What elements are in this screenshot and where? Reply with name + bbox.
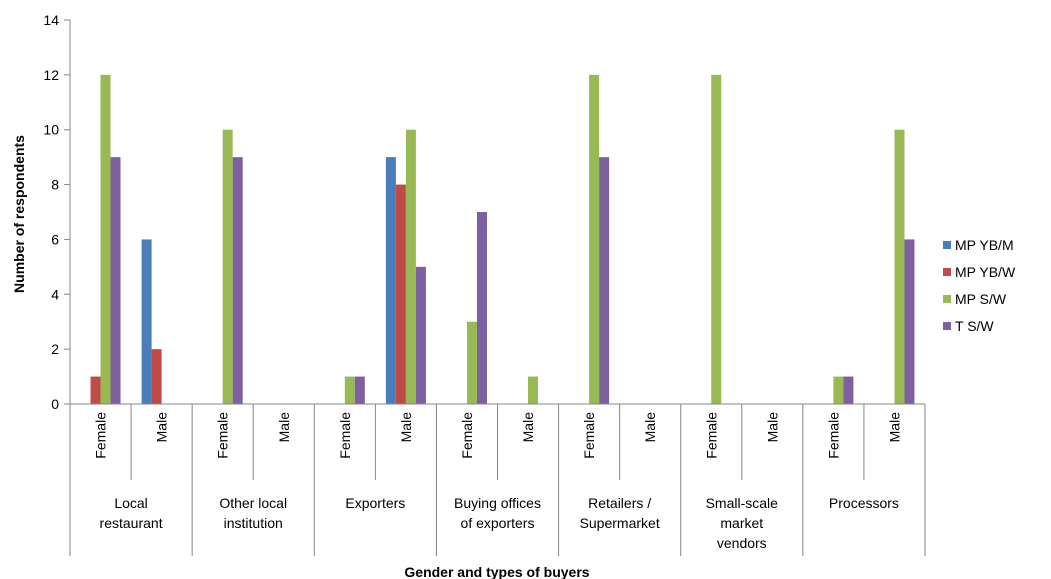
bar xyxy=(833,376,844,404)
subcategory-label: Male xyxy=(764,412,780,443)
subcategory-label: Male xyxy=(642,412,658,443)
bar xyxy=(405,129,416,404)
y-tick-label: 12 xyxy=(43,67,59,83)
legend-label: MP YB/M xyxy=(955,237,1014,253)
y-tick-label: 6 xyxy=(51,231,59,247)
legend-label: MP YB/W xyxy=(955,264,1016,280)
bar xyxy=(711,74,722,404)
subcategory-label: Female xyxy=(215,412,231,459)
bar xyxy=(589,74,600,404)
subcategory-label: Female xyxy=(581,412,597,459)
bar xyxy=(151,349,162,404)
y-tick-label: 0 xyxy=(51,396,59,412)
subcategory-label: Female xyxy=(93,412,109,459)
group-label: Other local institution xyxy=(219,495,287,531)
group-label: Retailers / Supermarket xyxy=(580,495,660,531)
bar xyxy=(843,376,854,404)
subcategory-label: Male xyxy=(276,412,292,443)
bars xyxy=(90,74,915,404)
subcategory-label: Female xyxy=(459,412,475,459)
bar xyxy=(476,212,487,404)
bar xyxy=(385,157,396,404)
group-label: Local restaurant xyxy=(100,495,163,531)
axes xyxy=(69,20,926,556)
bar xyxy=(232,157,243,404)
legend: MP YB/M MP YB/W MP S/W T S/W xyxy=(943,237,1016,334)
y-axis-title: Number of respondents xyxy=(11,135,27,293)
subcategory-label: Female xyxy=(825,412,841,459)
bar xyxy=(222,129,233,404)
group-label: Buying offices of exporters xyxy=(454,495,541,531)
legend-label: T S/W xyxy=(955,318,994,334)
y-tick-label: 14 xyxy=(43,12,59,28)
bar xyxy=(894,129,905,404)
bar xyxy=(599,157,610,404)
bar xyxy=(344,376,355,404)
bar xyxy=(141,239,152,404)
bar xyxy=(110,157,121,404)
subcategory-label: Male xyxy=(398,412,414,443)
group-label: Small-scale market vendors xyxy=(706,495,779,551)
subcategory-label: Male xyxy=(154,412,170,443)
legend-label: MP S/W xyxy=(955,291,1007,307)
y-axis-ticks: 0 2 4 6 8 10 12 14 xyxy=(43,12,70,412)
legend-swatch xyxy=(943,322,951,330)
bar xyxy=(415,266,426,404)
legend-swatch xyxy=(943,268,951,276)
x-axis-title: Gender and types of buyers xyxy=(404,564,589,579)
legend-swatch xyxy=(943,295,951,303)
legend-swatch xyxy=(943,241,951,249)
subcategory-label: Female xyxy=(337,412,353,459)
y-tick-label: 8 xyxy=(51,177,59,193)
subcategory-label: Male xyxy=(520,412,536,443)
subcategory-label: Male xyxy=(886,412,902,443)
group-label: Processors xyxy=(829,495,899,511)
bar xyxy=(466,321,477,404)
y-tick-label: 4 xyxy=(51,286,59,302)
bar xyxy=(100,74,111,404)
x-axis-labels: Female Male Female Male Female Male Female Male… xyxy=(93,412,903,551)
subcategory-label: Female xyxy=(703,412,719,459)
bar xyxy=(904,239,915,404)
y-tick-label: 2 xyxy=(51,341,59,357)
bar xyxy=(528,376,539,404)
y-tick-label: 10 xyxy=(43,122,59,138)
bar xyxy=(90,376,101,404)
bar xyxy=(354,376,365,404)
group-label: Exporters xyxy=(345,495,405,511)
bar xyxy=(395,184,406,404)
